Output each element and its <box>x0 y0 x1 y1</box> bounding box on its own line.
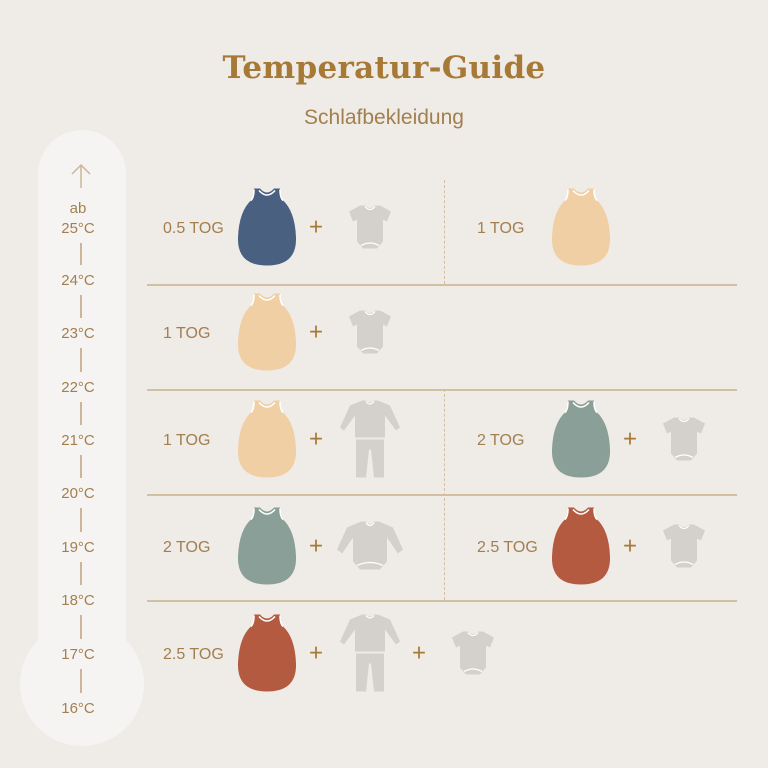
thermometer-bulb <box>20 622 144 746</box>
temp-label: 17°C <box>61 646 95 663</box>
sleeping-bag-icon <box>235 612 299 699</box>
tog-label: 2 TOG <box>163 539 211 556</box>
temp-prefix: ab <box>69 200 87 217</box>
sleeping-bag-icon <box>549 505 613 592</box>
pajamas-icon <box>338 398 402 485</box>
short-sleeve-bodysuit-icon <box>347 202 393 257</box>
temp-label: 25°C <box>61 220 95 237</box>
sleeping-bag-icon <box>235 398 299 485</box>
column-divider <box>444 180 445 284</box>
plus-icon: + <box>411 639 427 667</box>
temp-label: 16°C <box>61 700 95 717</box>
page-subtitle: Schlafbekleidung <box>304 106 464 129</box>
temp-label: 19°C <box>61 539 95 556</box>
plus-icon: + <box>308 425 324 453</box>
short-sleeve-bodysuit-icon <box>661 521 707 576</box>
short-sleeve-bodysuit-icon <box>450 628 496 683</box>
pajamas-icon <box>338 612 402 699</box>
tog-label: 0.5 TOG <box>163 220 224 237</box>
temp-label: 21°C <box>61 432 95 449</box>
tog-label: 2.5 TOG <box>163 646 224 663</box>
short-sleeve-bodysuit-icon <box>661 414 707 469</box>
temp-label: 18°C <box>61 592 95 609</box>
tog-label: 1 TOG <box>163 325 211 342</box>
tog-label: 1 TOG <box>163 432 211 449</box>
sleeping-bag-icon <box>235 186 299 273</box>
thermometer <box>38 130 126 700</box>
sleeping-bag-icon <box>235 505 299 592</box>
tick-mark <box>80 669 82 693</box>
row-divider <box>147 389 737 391</box>
temp-label: 24°C <box>61 272 95 289</box>
tog-label: 2.5 TOG <box>477 539 538 556</box>
tog-label: 1 TOG <box>477 220 525 237</box>
tick-mark <box>80 508 82 532</box>
temp-label: 23°C <box>61 325 95 342</box>
tick-mark <box>80 243 82 265</box>
sleeping-bag-icon <box>549 398 613 485</box>
plus-icon: + <box>622 425 638 453</box>
temp-label: 20°C <box>61 485 95 502</box>
tog-label: 2 TOG <box>477 432 525 449</box>
sleeping-bag-icon <box>235 291 299 378</box>
plus-icon: + <box>308 318 324 346</box>
tick-mark <box>80 615 82 639</box>
tick-mark <box>80 295 82 318</box>
arrow-up-icon <box>71 163 91 188</box>
row-divider <box>147 284 737 286</box>
sleeping-bag-icon <box>549 186 613 273</box>
plus-icon: + <box>308 532 324 560</box>
temp-label: 22°C <box>61 379 95 396</box>
tick-mark <box>80 562 82 585</box>
plus-icon: + <box>308 639 324 667</box>
row-divider <box>147 494 737 496</box>
plus-icon: + <box>308 213 324 241</box>
short-sleeve-bodysuit-icon <box>347 307 393 362</box>
long-sleeve-bodysuit-icon <box>335 518 405 579</box>
row-divider <box>147 600 737 602</box>
column-divider <box>444 389 445 600</box>
plus-icon: + <box>622 532 638 560</box>
tick-mark <box>80 455 82 478</box>
tick-mark <box>80 402 82 425</box>
page-title: Temperatur-Guide <box>222 50 546 86</box>
tick-mark <box>80 348 82 372</box>
